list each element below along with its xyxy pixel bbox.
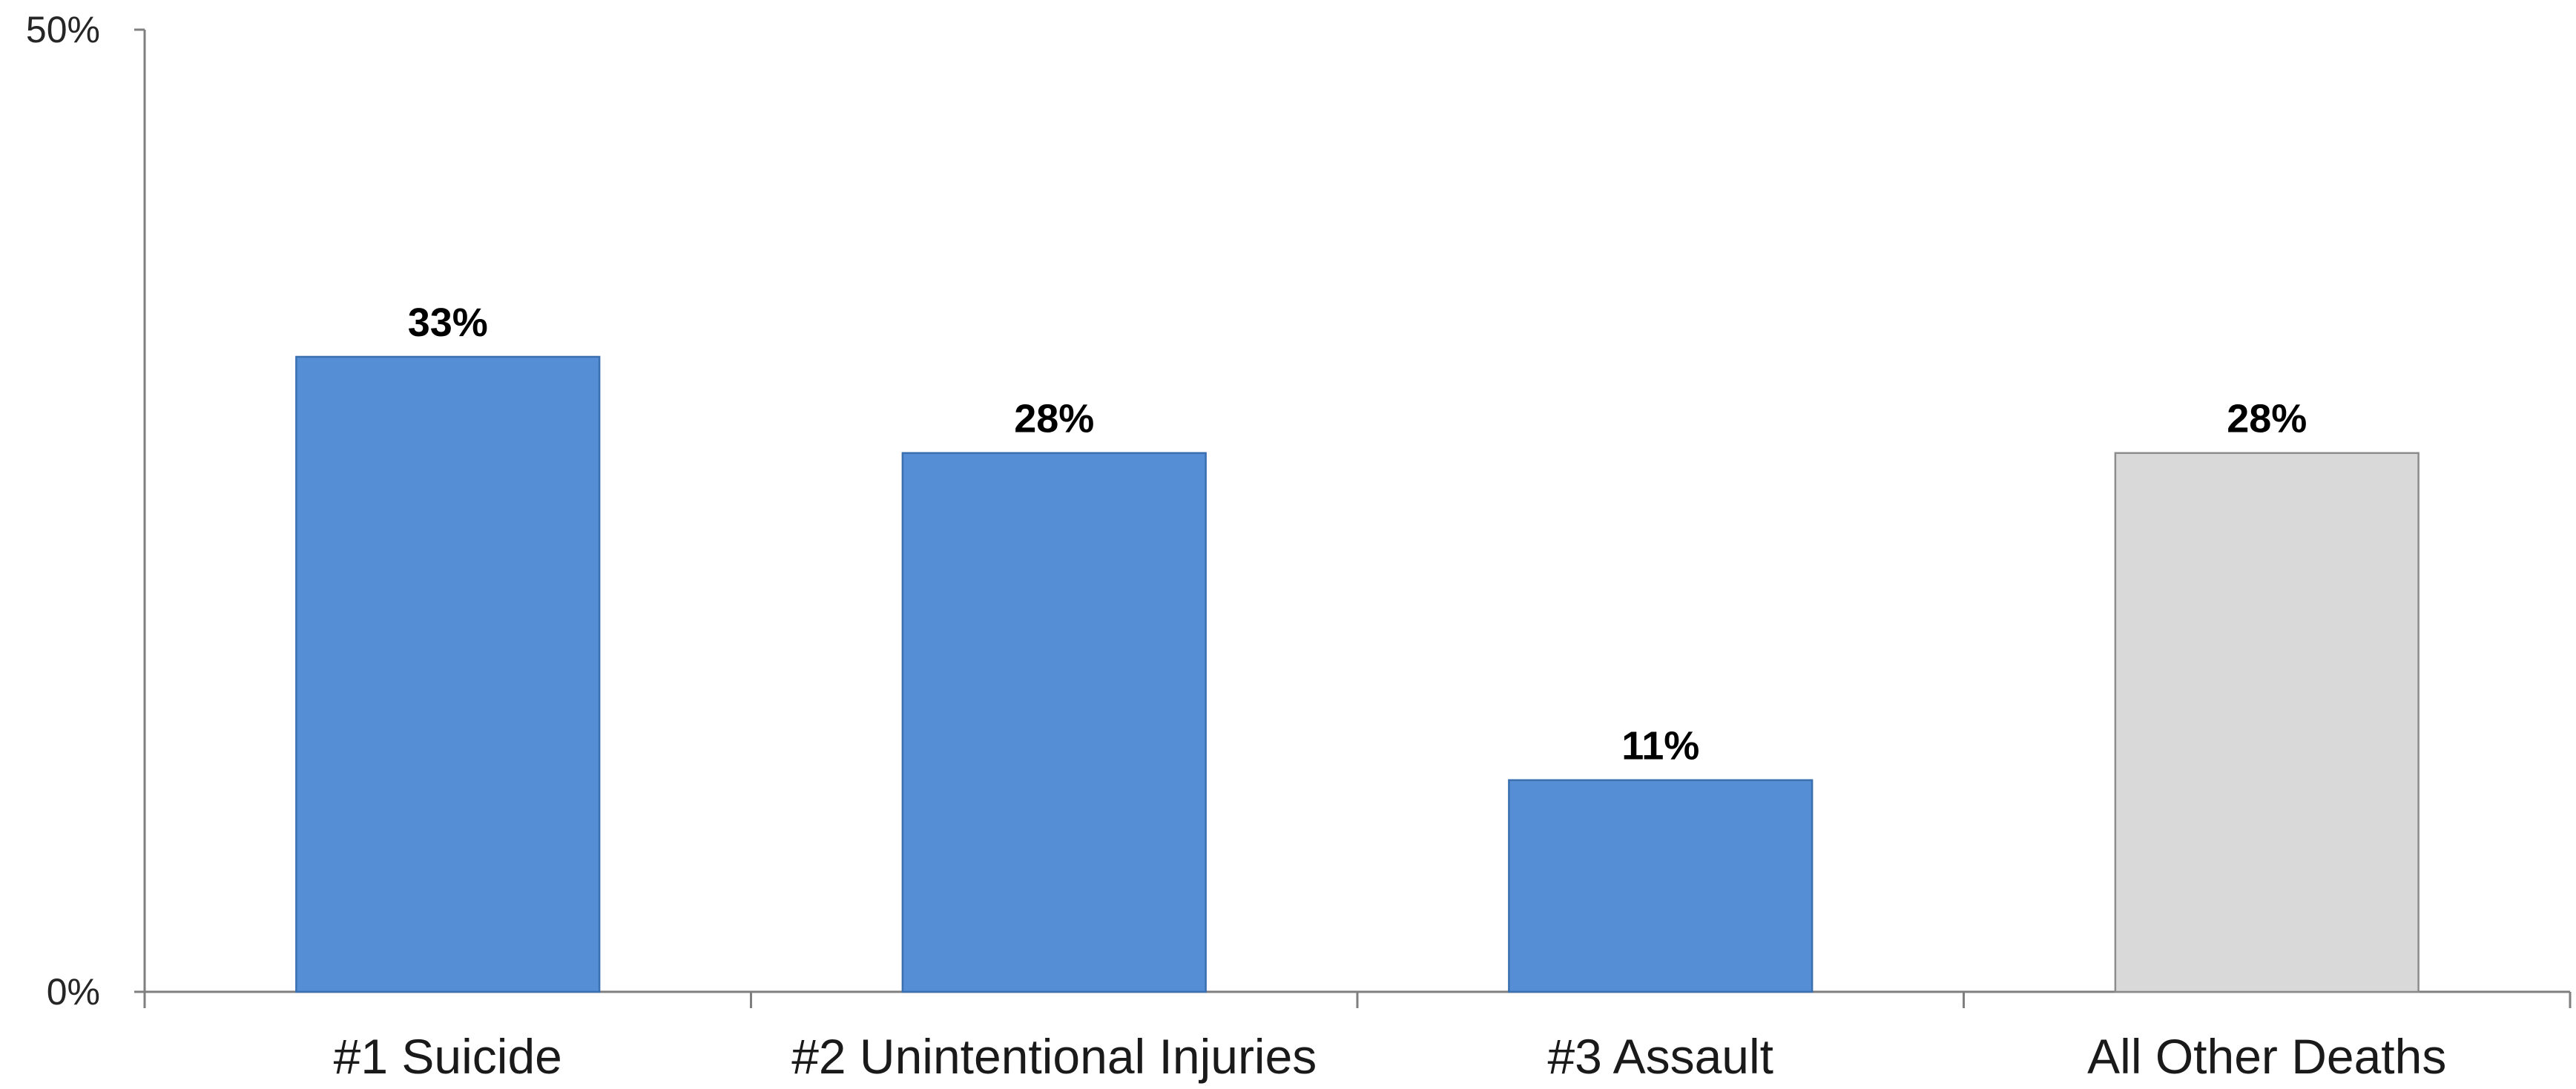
- data-label: 33%: [408, 300, 488, 345]
- x-tick-label: #1 Suicide: [334, 1029, 562, 1084]
- y-axis-ticks: 0% 50%: [26, 9, 145, 1013]
- y-tick-label: 0%: [47, 971, 100, 1013]
- bar: [1508, 779, 1814, 993]
- data-label: 11%: [1621, 724, 1699, 769]
- x-tick-label: #2 Unintentional Injuries: [791, 1029, 1317, 1084]
- bar: [295, 355, 601, 993]
- data-label: 28%: [2227, 397, 2307, 441]
- data-labels-group: 33% 28% 11% 28%: [408, 300, 2307, 769]
- x-tick-labels-group: #1 Suicide #2 Unintentional Injuries #3 As…: [334, 1029, 2447, 1084]
- x-axis-ticks: [143, 992, 2572, 1008]
- y-tick-label: 50%: [26, 9, 100, 50]
- data-label: 28%: [1014, 397, 1094, 441]
- bar: [901, 452, 1207, 993]
- bar: [2114, 452, 2419, 993]
- x-tick-label: #3 Assault: [1547, 1029, 1773, 1084]
- bars-group: [295, 355, 2419, 993]
- x-tick-label: All Other Deaths: [2087, 1029, 2446, 1084]
